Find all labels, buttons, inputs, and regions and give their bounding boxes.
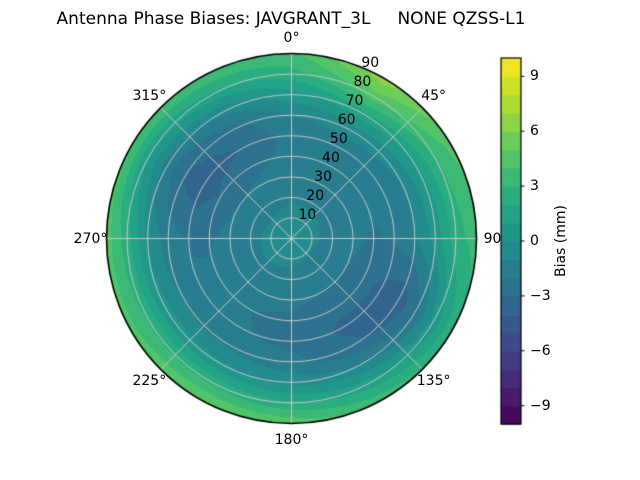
colorbar-axis-label: Bias (mm) — [553, 204, 569, 278]
chart-title: Antenna Phase Biases: JAVGRANT_3L NONE Q… — [56, 9, 526, 29]
